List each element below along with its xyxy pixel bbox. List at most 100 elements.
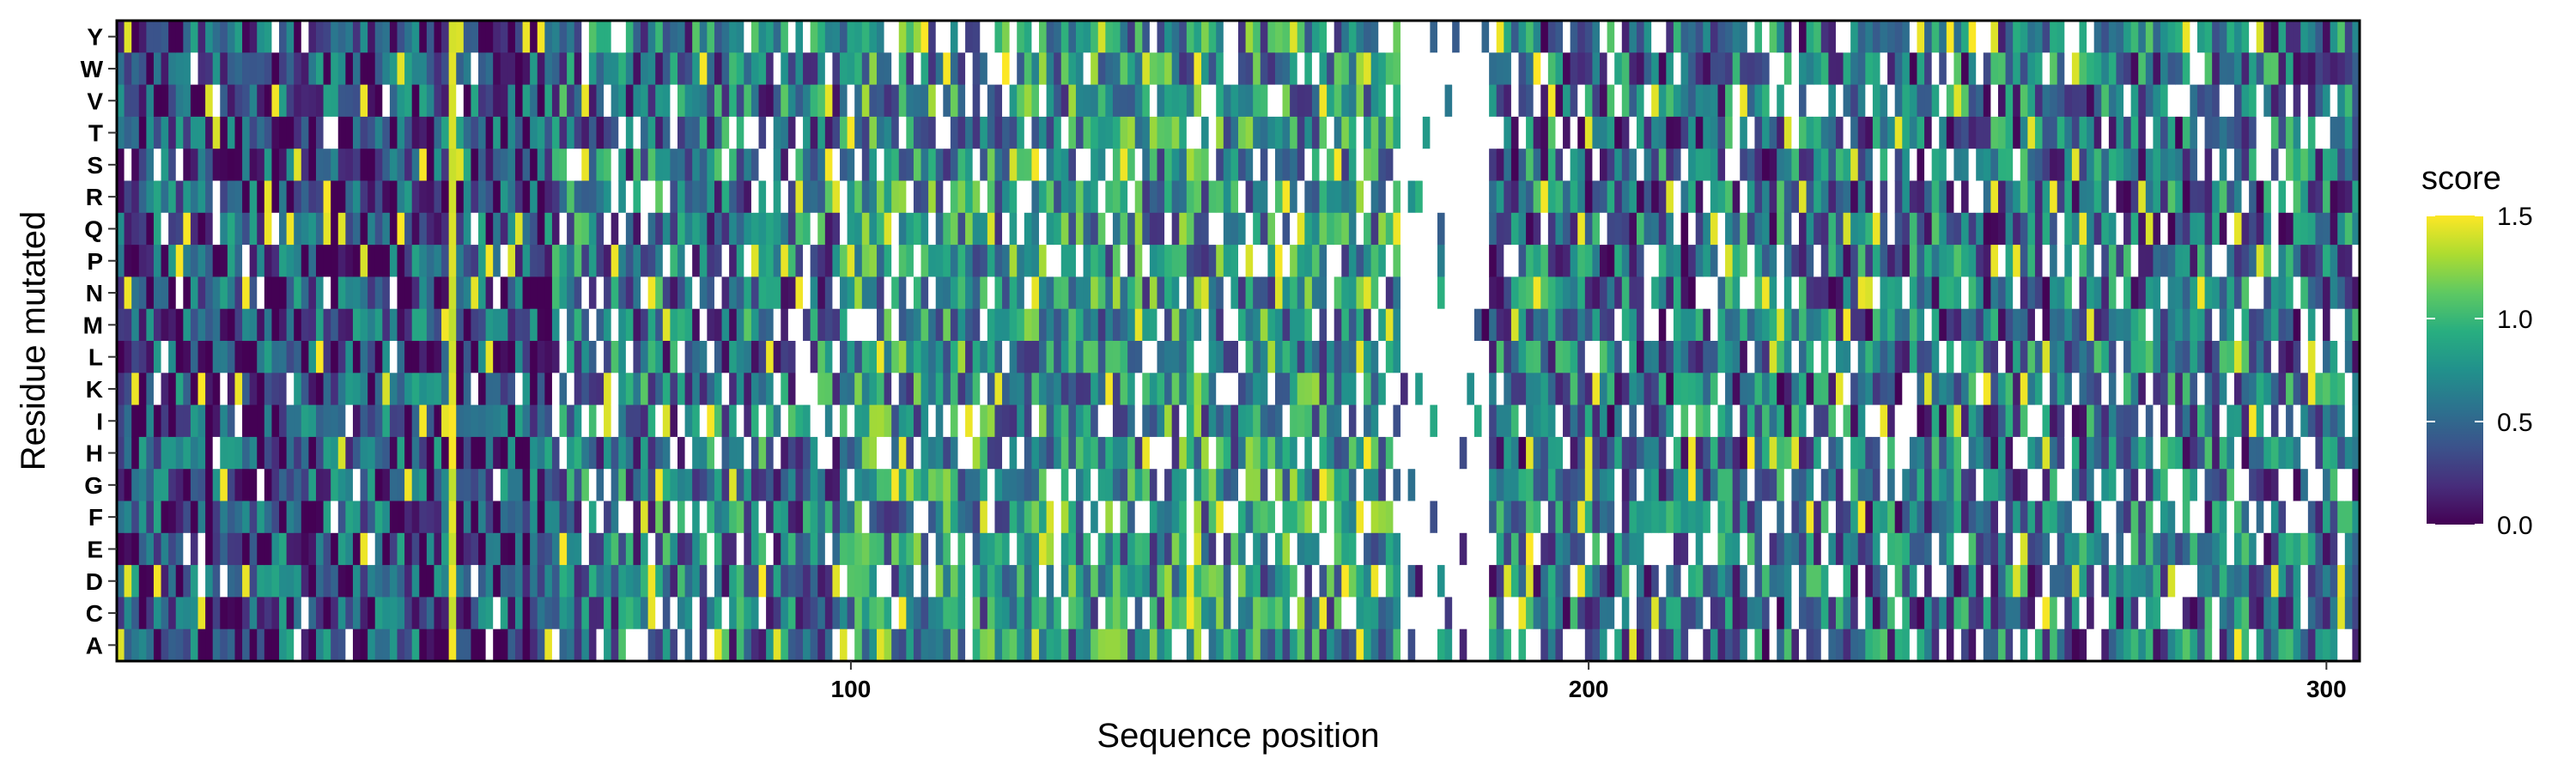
heatmap-cell [574, 52, 582, 86]
heatmap-cell [1820, 597, 1829, 630]
heatmap-cell [1666, 469, 1674, 502]
heatmap-cell [1791, 597, 1800, 630]
heatmap-cell [1437, 180, 1446, 214]
heatmap-cell [308, 308, 317, 342]
heatmap-cell [1643, 597, 1652, 630]
heatmap-cell [522, 245, 531, 277]
heatmap-cell [1643, 52, 1652, 86]
heatmap-cell [1843, 180, 1851, 214]
heatmap-cell [662, 373, 671, 406]
heatmap-cell [448, 628, 457, 662]
heatmap-cell [1223, 245, 1232, 277]
heatmap-cell [478, 21, 487, 53]
heatmap-cell [138, 212, 147, 246]
heatmap-cell [1452, 245, 1461, 277]
heatmap-cell [1127, 532, 1136, 566]
heatmap-cell [950, 212, 959, 246]
heatmap-cell [1533, 532, 1541, 566]
heatmap-cell [1769, 212, 1777, 246]
heatmap-cell [1799, 149, 1807, 182]
heatmap-cell [1260, 597, 1268, 630]
heatmap-cell [220, 469, 228, 502]
heatmap-cell [1894, 21, 1903, 53]
heatmap-cell [1260, 373, 1268, 406]
heatmap-cell [1894, 565, 1903, 598]
heatmap-cell [1157, 245, 1165, 277]
heatmap-cell [441, 245, 450, 277]
heatmap-cell [1054, 21, 1062, 53]
heatmap-cell [220, 84, 228, 118]
heatmap-cell [257, 597, 265, 630]
heatmap-cell [551, 84, 561, 118]
heatmap-cell [736, 149, 744, 182]
heatmap-cell [1909, 180, 1918, 214]
heatmap-cell [758, 245, 767, 277]
heatmap-cell [928, 149, 937, 182]
heatmap-cell [1171, 245, 1180, 277]
heatmap-cell [1710, 149, 1719, 182]
heatmap-cell [183, 308, 191, 342]
heatmap-cell [604, 245, 612, 277]
heatmap-cell [374, 21, 383, 53]
heatmap-cell [153, 245, 162, 277]
heatmap-cell [1843, 276, 1851, 310]
heatmap-cell [913, 341, 922, 373]
heatmap-cell [1894, 308, 1903, 342]
heatmap-cell [1134, 212, 1143, 246]
heatmap-cell [1024, 501, 1033, 534]
heatmap-cell [906, 436, 914, 470]
heatmap-cell [1636, 245, 1645, 277]
heatmap-cell [1688, 341, 1697, 373]
heatmap-cell [618, 180, 627, 214]
heatmap-cell [699, 212, 708, 246]
heatmap-cell [411, 404, 420, 438]
heatmap-cell [641, 404, 649, 438]
heatmap-cell [758, 501, 767, 534]
heatmap-cell [980, 116, 988, 149]
heatmap-cell [1843, 116, 1851, 149]
heatmap-cell [935, 52, 944, 86]
heatmap-cell [146, 436, 155, 470]
heatmap-cell [1636, 308, 1645, 342]
heatmap-cell [935, 180, 944, 214]
heatmap-cell [574, 84, 582, 118]
heatmap-cell [323, 341, 331, 373]
heatmap-cell [1230, 532, 1239, 566]
heatmap-cell [1260, 180, 1268, 214]
heatmap-cell [1201, 565, 1210, 598]
heatmap-cell [478, 276, 487, 310]
heatmap-cell [655, 308, 664, 342]
heatmap-cell [1754, 532, 1763, 566]
heatmap-cell [957, 245, 966, 277]
heatmap-cell [1002, 308, 1011, 342]
heatmap-cell [1164, 212, 1173, 246]
heatmap-cell [1024, 52, 1033, 86]
heatmap-cell [1577, 565, 1586, 598]
heatmap-cell [1385, 597, 1394, 630]
heatmap-cell [1946, 180, 1955, 214]
heatmap-cell [965, 21, 974, 53]
heatmap-cell [161, 149, 169, 182]
heatmap-cell [1297, 565, 1305, 598]
heatmap-cell [1931, 245, 1940, 277]
heatmap-cell [1319, 501, 1327, 534]
heatmap-cell [876, 341, 885, 373]
heatmap-cell [1651, 21, 1660, 53]
heatmap-cell [891, 565, 900, 598]
heatmap-cell [434, 149, 442, 182]
heatmap-cell [537, 149, 545, 182]
heatmap-cell [1422, 212, 1431, 246]
heatmap-cell [1134, 532, 1143, 566]
heatmap-cell [441, 597, 450, 630]
heatmap-cell [721, 532, 730, 566]
heatmap-cell [264, 308, 273, 342]
heatmap-cell [1946, 52, 1955, 86]
heatmap-cell [1577, 373, 1586, 406]
heatmap-cell [1481, 628, 1490, 662]
heatmap-cell [1437, 276, 1446, 310]
heatmap-cell [1607, 116, 1615, 149]
heatmap-cell [980, 404, 988, 438]
heatmap-cell [1504, 84, 1512, 118]
heatmap-cell [1673, 436, 1682, 470]
heatmap-cell [1629, 308, 1637, 342]
